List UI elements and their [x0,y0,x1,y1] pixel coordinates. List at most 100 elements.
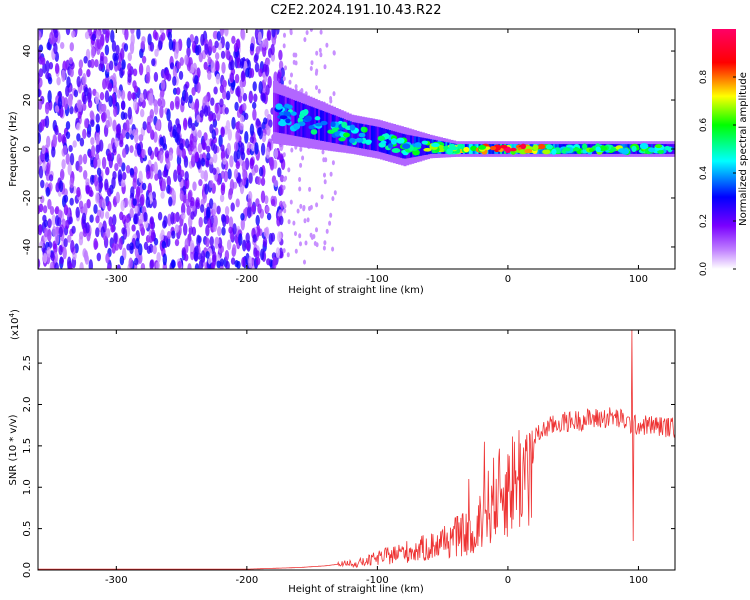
noise-speckle [248,93,254,102]
spectrogram-x-tick-label: 0 [505,274,511,285]
noise-speckle [149,108,154,119]
noise-speckle [272,256,277,269]
noise-speckle [168,38,174,51]
noise-speckle [315,50,319,56]
noise-speckle [40,56,46,66]
noise-speckle [260,190,266,204]
noise-speckle [332,50,336,56]
signal-band [323,111,327,142]
noise-speckle [273,148,279,159]
noise-speckle [126,243,131,251]
noise-speckle [104,44,110,56]
noise-speckle [294,248,298,254]
noise-speckle [236,85,241,98]
noise-speckle [50,251,55,262]
noise-speckle [174,238,180,247]
noise-speckle [266,29,272,41]
signal-blob [279,115,288,120]
noise-speckle [73,89,79,98]
noise-speckle [132,128,137,137]
signal-blob [304,115,312,122]
noise-speckle [207,70,212,81]
signal-blob [387,143,394,149]
noise-speckle [255,250,260,259]
noise-speckle [184,54,189,66]
noise-speckle [47,90,52,104]
noise-speckle [319,52,323,58]
noise-speckle [196,234,201,248]
noise-speckle [53,251,59,264]
signal-band [372,126,376,151]
noise-speckle [134,204,139,214]
noise-speckle [54,127,59,136]
signal-blob [537,143,546,150]
noise-speckle [211,261,216,269]
signal-blob [470,145,477,152]
signal-band [296,101,299,137]
noise-speckle [153,71,159,82]
noise-speckle [216,260,221,269]
noise-speckle [95,131,100,145]
noise-speckle [183,155,189,168]
noise-speckle [227,128,232,141]
noise-speckle [212,251,217,263]
noise-speckle [203,105,209,117]
noise-speckle [45,71,50,80]
noise-speckle [105,211,110,220]
noise-speckle [69,177,74,189]
noise-speckle [258,80,263,94]
signal-blob [582,143,588,150]
signal-blob [299,113,305,119]
noise-speckle [86,92,92,103]
spectrogram-x-axis-label: Height of straight line (km) [288,285,424,296]
noise-speckle [176,132,181,146]
noise-speckle [120,199,125,212]
noise-speckle [323,172,326,178]
signal-band [351,122,354,147]
noise-speckle [283,176,287,182]
noise-speckle [69,105,74,115]
signal-blob [595,146,601,153]
noise-speckle [329,212,333,218]
signal-band [365,124,368,150]
noise-speckle [138,134,143,142]
noise-speckle [261,39,267,48]
signal-band [327,113,331,143]
noise-speckle [266,212,272,221]
noise-speckle [124,197,129,208]
noise-speckle [284,65,287,71]
noise-speckle [58,244,63,256]
noise-speckle [133,98,138,111]
noise-speckle [114,137,119,148]
signal-band [276,94,280,133]
noise-speckle [69,153,75,166]
noise-speckle [286,252,290,258]
noise-speckle [294,84,298,90]
signal-blob [308,125,315,130]
signal-band [425,138,429,155]
noise-speckle [42,214,47,223]
noise-speckle [138,170,143,183]
snr-y-tick-label: 1.5 [22,438,33,454]
noise-speckle [262,237,268,248]
noise-speckle [200,204,205,213]
noise-speckle [181,148,186,159]
noise-speckle [228,189,233,201]
signal-blob [391,147,401,154]
noise-speckle [241,256,246,268]
noise-speckle [194,263,200,269]
noise-speckle [255,46,260,55]
signal-blob [349,124,356,131]
noise-speckle [127,73,132,84]
signal-band [294,100,297,136]
noise-speckle [234,101,239,112]
noise-speckle [65,29,71,36]
spectrogram-y-tick-label: 40 [22,45,33,58]
noise-speckle [176,123,181,135]
noise-speckle [192,181,197,192]
noise-speckle [59,257,64,265]
noise-speckle [226,142,231,156]
noise-speckle [45,162,51,175]
signal-band [312,107,315,140]
noise-speckle [190,211,195,220]
